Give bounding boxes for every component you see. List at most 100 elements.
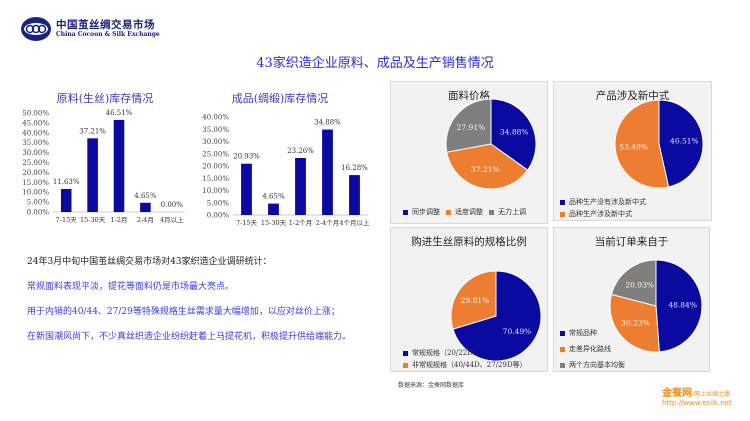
raw-silk-spec-pie: 70.49% 29.81%: [450, 270, 542, 362]
panel-title: 购进生丝原料的规格比例: [411, 236, 527, 248]
legend: 品种生产没有涉及新中式 品种生产涉及新中式: [560, 196, 646, 220]
pie-slice: [450, 270, 497, 330]
data-label: 27.91%: [457, 123, 486, 132]
legend: 同步调整 适度调整 无力上调: [403, 207, 526, 217]
y-tick-label: 15.00%: [22, 179, 49, 187]
bar: [268, 203, 279, 215]
esilk-url[interactable]: http://www.esilk.net: [662, 399, 732, 407]
data-label: 0.00%: [161, 201, 184, 209]
y-tick-label: 35.00%: [202, 126, 229, 134]
bar: [241, 163, 252, 215]
y-tick-label: 5.00%: [207, 199, 230, 207]
y-tick-label: 45.00%: [22, 119, 49, 127]
x-tick-label: 1-2月: [111, 216, 128, 224]
y-tick-label: 25.00%: [22, 159, 49, 167]
x-tick-label: 7-15天: [56, 216, 78, 224]
y-tick-label: 20.00%: [202, 163, 229, 171]
panel-title: 当前订单来自于: [594, 236, 669, 248]
data-label: 48.84%: [668, 301, 697, 310]
legend-item: 常规品种: [560, 325, 625, 341]
data-label: 34.88%: [500, 128, 529, 137]
fabric-price-pie: 34.88% 37.21% 27.91%: [445, 98, 537, 190]
y-tick-label: 40.00%: [202, 114, 229, 122]
logo-text-cn: 中国茧丝绸交易市场: [56, 19, 155, 31]
note-line: 在新国潮风尚下，不少真丝织造企业纷纷赶着上马提花机，积极提升供给端能力。: [27, 332, 352, 342]
raw-silk-inventory-chart: 0.00% 5.00% 10.00% 15.00% 20.00% 25.00% 30.00%…: [22, 109, 185, 224]
bar: [349, 175, 360, 215]
pie-slice: [655, 259, 703, 353]
pie-slice: [614, 99, 670, 189]
y-tick-label: 15.00%: [202, 175, 229, 183]
raw-silk-spec-panel: 购进生丝原料的规格比例 70.49% 29.81% 常规规格（20/22D） 非常…: [390, 227, 548, 372]
x-tick-label: 15-30天: [261, 219, 287, 227]
data-label: 34.88%: [314, 119, 341, 127]
legend-item: 两个方向基本均衡: [560, 357, 625, 373]
logo-emblem-icon: [21, 17, 51, 41]
page-title: 43家织造企业原料、成品及生产销售情况: [256, 56, 494, 71]
esilk-logo: 金蚕网-网上丝绸之路 http://www.esilk.net: [662, 384, 742, 407]
y-tick-label: 30.00%: [22, 149, 49, 157]
pie-slice: [610, 259, 657, 307]
pie-slice: [452, 270, 542, 362]
finished-goods-inventory-chart: 0.00% 5.00% 10.00% 15.00% 20.00% 25.00% 30.00%…: [202, 114, 370, 228]
bar: [140, 202, 151, 212]
exchange-logo: 中国茧丝绸交易市场 China Cocoon & Silk Exchange: [20, 16, 160, 42]
y-tick-label: 30.00%: [202, 138, 229, 146]
new-chinese-style-pie: 46.51% 53.49%: [614, 99, 704, 189]
y-tick-label: 35.00%: [22, 139, 49, 147]
legend: 常规规格（20/22D） 非常规规格（40/44D、27/29D等）: [403, 347, 527, 371]
legend-item: 非常规规格（40/44D、27/29D等）: [403, 359, 527, 371]
note-line: 24年3月中旬中国茧丝绸交易市场对43家织造企业调研统计：: [27, 257, 272, 267]
legend-item: 适度调整: [446, 207, 483, 217]
bar: [113, 119, 125, 212]
data-label: 11.63%: [53, 178, 80, 186]
data-label: 20.93%: [233, 153, 260, 161]
data-label: 70.49%: [503, 327, 532, 336]
bar: [322, 129, 333, 215]
data-label: 4.65%: [262, 193, 285, 201]
data-label: 46.51%: [106, 109, 133, 117]
y-tick-label: 25.00%: [202, 150, 229, 158]
pie-slice: [490, 98, 537, 171]
pie-slice: [658, 99, 704, 188]
pie-slice: [446, 143, 529, 190]
fabric-price-panel: 面料价格 34.88% 37.21% 27.91% 同步调整 适度调整 无力上调: [390, 81, 548, 224]
legend-item: 走差异化路线: [560, 341, 625, 357]
y-tick-label: 0.00%: [207, 212, 230, 220]
y-tick-label: 10.00%: [202, 187, 229, 195]
data-label: 4.65%: [134, 192, 157, 200]
y-tick-label: 40.00%: [22, 129, 49, 137]
note-line: 用于内销的40/44、27/29等特殊规格生丝需求量大幅增加，以应对丝价上涨；: [27, 307, 340, 317]
raw-silk-inventory-title: 原料(生丝)库存情况: [56, 92, 154, 105]
panel-title: 产品涉及新中式: [595, 90, 670, 102]
x-tick-label: 15-30天: [80, 216, 106, 224]
bar: [60, 188, 72, 212]
pie-slice: [609, 293, 660, 353]
new-chinese-style-panel: 产品涉及新中式 46.51% 53.49% 品种生产没有涉及新中式 品种生产涉及新…: [553, 81, 712, 221]
legend: 常规品种 走差异化路线 两个方向基本均衡: [560, 325, 625, 373]
y-tick-label: 0.00%: [27, 209, 50, 217]
data-label: 20.93%: [625, 280, 654, 289]
survey-notes: 24年3月中旬中国茧丝绸交易市场对43家织造企业调研统计： 常规面料表现平淡，提…: [27, 250, 351, 350]
bar: [295, 158, 306, 215]
y-tick-label: 5.00%: [27, 199, 50, 207]
bar: [87, 138, 98, 212]
legend-item: 品种生产涉及新中式: [560, 208, 646, 220]
note-line: 常规面料表现平淡，提花等面料仍是市场最大亮点。: [27, 282, 235, 292]
legend-item: 同步调整: [403, 207, 440, 217]
data-source: 数据来源：金蚕网数据库: [398, 382, 465, 389]
data-label: 46.51%: [670, 137, 699, 146]
data-label: 16.28%: [341, 164, 368, 172]
x-tick-label: 4个月以上: [339, 218, 370, 227]
y-tick-label: 50.00%: [22, 110, 49, 118]
data-label: 29.81%: [461, 296, 490, 305]
data-label: 30.23%: [621, 319, 650, 328]
y-tick-label: 10.00%: [22, 189, 49, 197]
order-source-pie: 48.84% 30.23% 20.93%: [609, 259, 703, 353]
x-tick-label: 2-4月: [137, 216, 154, 224]
pie-slice: [445, 98, 492, 153]
x-tick-label: 2-4个月: [316, 219, 339, 227]
data-label: 23.26%: [287, 147, 314, 155]
panel-title: 面料价格: [448, 90, 490, 102]
finished-goods-inventory-title: 成品(绸缎)库存情况: [231, 92, 329, 105]
